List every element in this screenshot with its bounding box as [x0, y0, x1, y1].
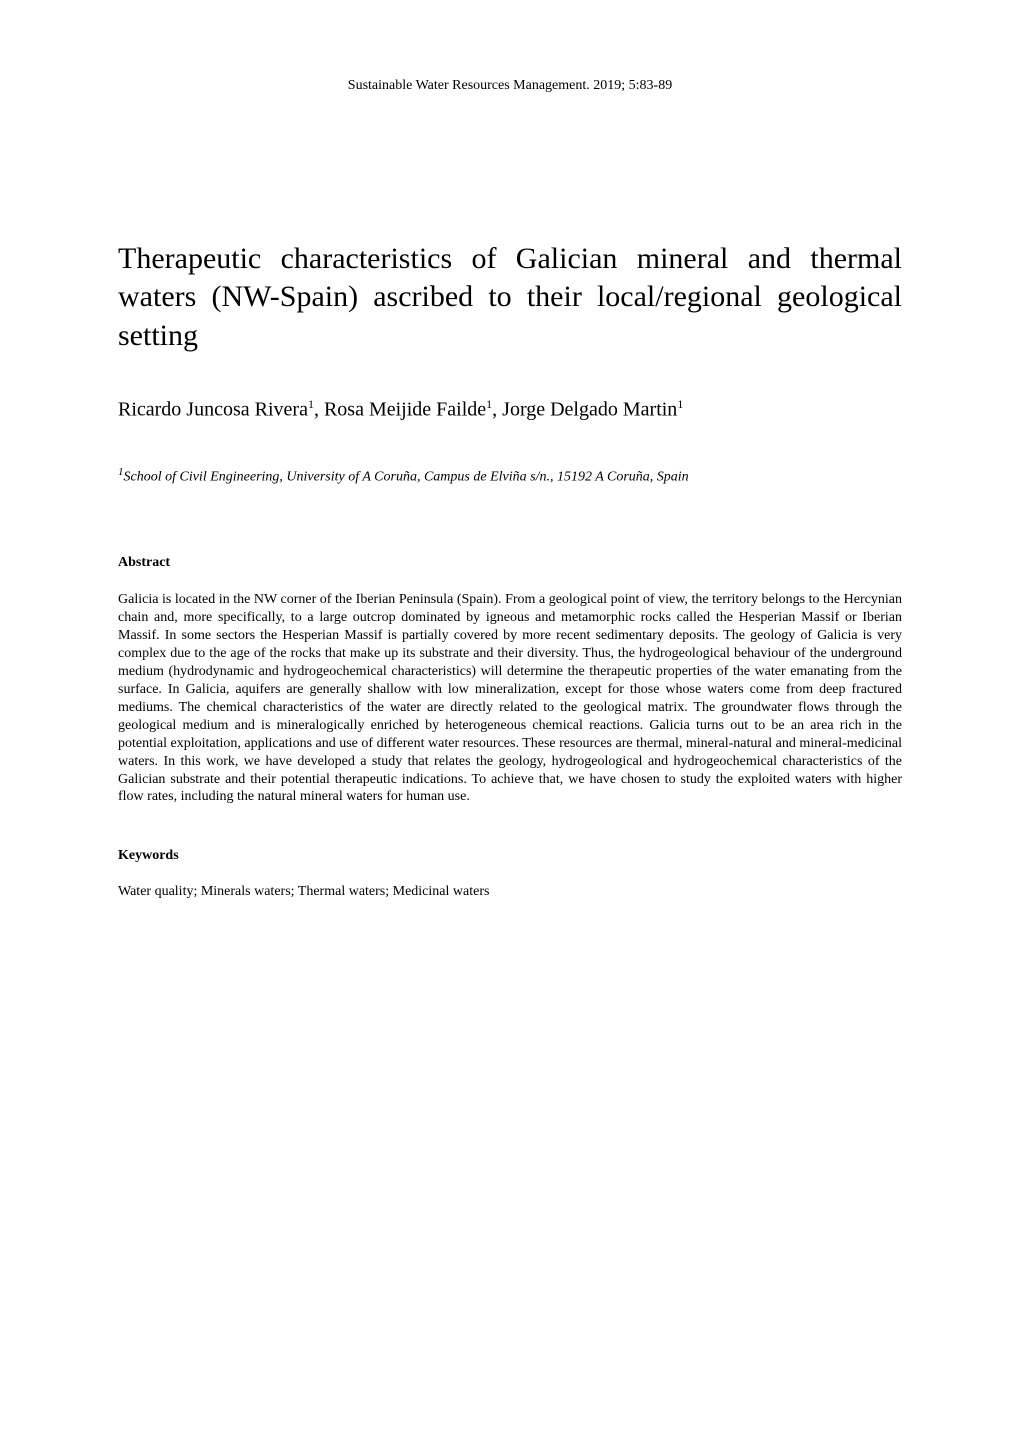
keywords-heading: Keywords: [118, 848, 902, 864]
abstract-body: Galicia is located in the NW corner of t…: [118, 591, 902, 806]
affiliation-line: 1School of Civil Engineering, University…: [118, 466, 902, 486]
keywords-body: Water quality; Minerals waters; Thermal …: [118, 884, 902, 900]
authors-line: Ricardo Juncosa Rivera1, Rosa Meijide Fa…: [118, 397, 902, 422]
paper-title: Therapeutic characteristics of Galician …: [118, 240, 902, 355]
journal-reference: Sustainable Water Resources Management. …: [118, 78, 902, 94]
abstract-heading: Abstract: [118, 555, 902, 571]
